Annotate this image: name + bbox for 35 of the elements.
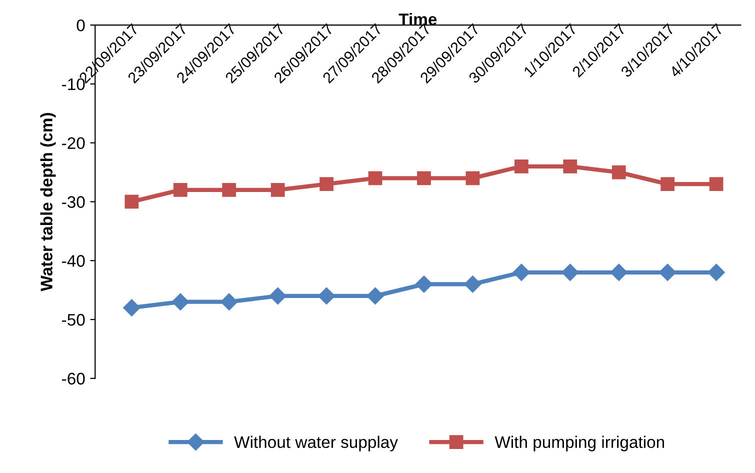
point — [562, 264, 579, 281]
point — [270, 183, 285, 197]
point — [708, 264, 725, 281]
point — [124, 194, 139, 209]
legend-label: With pumping irrigation — [494, 436, 664, 452]
point — [220, 293, 238, 310]
point — [514, 159, 528, 174]
point — [222, 183, 236, 197]
point — [320, 177, 334, 192]
y-tick-label: -60 — [62, 372, 85, 385]
point — [368, 171, 382, 186]
y-tick-label: -30 — [62, 196, 85, 208]
point — [417, 171, 431, 186]
point — [464, 276, 482, 293]
y-tick-label: -20 — [62, 137, 85, 150]
point — [709, 177, 724, 192]
point — [415, 276, 433, 293]
point — [512, 264, 530, 281]
point — [610, 264, 628, 281]
y-tick-label: -50 — [62, 314, 85, 326]
y-tick-label: -40 — [62, 255, 85, 267]
x-axis-title: Time — [398, 12, 437, 26]
point — [659, 264, 676, 281]
point — [563, 159, 578, 174]
legend-label: Without water supplay — [234, 436, 398, 452]
point — [269, 287, 286, 305]
point — [318, 287, 336, 305]
point — [172, 293, 189, 310]
point — [466, 171, 480, 186]
y-axis-title: Water table depth (cm) — [40, 113, 56, 292]
point — [123, 299, 140, 316]
point — [366, 287, 384, 305]
point — [173, 183, 188, 197]
point — [660, 177, 675, 192]
point — [612, 165, 626, 180]
